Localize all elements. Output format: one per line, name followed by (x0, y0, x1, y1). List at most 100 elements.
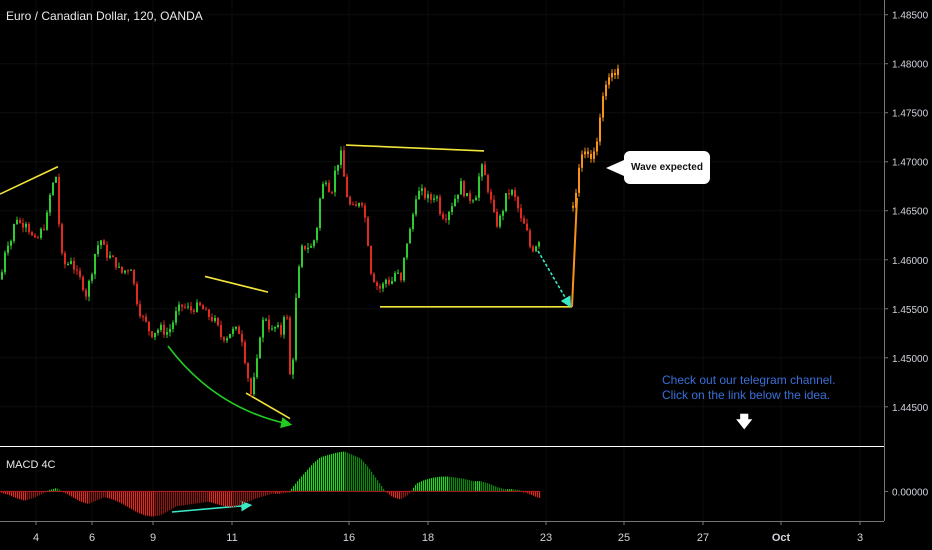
macd-bar (277, 491, 279, 494)
macd-bar (509, 489, 511, 492)
macd-bar (75, 491, 77, 499)
price-axis[interactable]: 1.48500 1.48000 1.47500 1.47000 1.46500 1.460… (884, 11, 929, 414)
candle-body (103, 240, 105, 245)
candle-body (130, 269, 132, 271)
macd-bar (419, 482, 421, 492)
macd-bar (255, 491, 257, 499)
macd-bar (13, 491, 15, 497)
candle-body (442, 213, 444, 219)
time-axis[interactable]: 4 6 9 11 16 18 23 25 27 Oct 3 (33, 521, 863, 544)
candle-body (40, 228, 42, 238)
candle-body (403, 257, 405, 281)
macd-bar (163, 491, 165, 514)
macd-bar (5, 491, 7, 494)
candle-body (28, 223, 30, 233)
candle-body (538, 242, 540, 247)
curved-arrow[interactable] (167, 345, 293, 429)
candle-body (325, 182, 327, 185)
macd-divergence-arrow[interactable] (171, 500, 253, 513)
macd-bar (413, 487, 415, 492)
candle-body (376, 282, 378, 287)
time-tick-label: 23 (540, 532, 552, 544)
projection-body (605, 84, 607, 97)
candle-body (67, 263, 69, 265)
macd-bar (107, 491, 109, 498)
note-line-1: Check out our telegram channel. (662, 373, 836, 387)
candle-body (187, 306, 189, 308)
candle-body (379, 286, 381, 289)
macd-bar (227, 491, 229, 507)
trendline[interactable] (0, 165, 59, 195)
macd-bar (291, 488, 293, 492)
macd-bar (151, 491, 153, 517)
candle-body (313, 240, 315, 247)
time-tick-label: 4 (33, 532, 39, 544)
macd-bar (469, 480, 471, 492)
candle-body (409, 228, 411, 244)
macd-bar (441, 476, 443, 492)
trendline[interactable] (345, 144, 485, 152)
macd-bar (175, 491, 177, 507)
candle-body (250, 378, 252, 395)
macd-bar (103, 491, 105, 498)
trendline[interactable] (204, 275, 269, 293)
candle-body (61, 224, 63, 254)
price-arrow[interactable] (537, 250, 572, 308)
candle-body (205, 309, 207, 311)
projection-body (593, 151, 595, 159)
macd-bar (261, 491, 263, 497)
macd-bar (429, 478, 431, 492)
macd-bar (427, 479, 429, 492)
macd-tick-label: 0.00000 (892, 487, 929, 498)
macd-bar (333, 453, 335, 492)
macd-bar (345, 451, 347, 492)
candle-body (106, 244, 108, 258)
macd-bar (113, 491, 115, 500)
callout-pointer (606, 160, 624, 176)
macd-bar (43, 491, 45, 494)
macd-bar (351, 454, 353, 492)
candle-body (82, 276, 84, 291)
candle-body (175, 311, 177, 323)
macd-bar (259, 491, 261, 498)
candle-body (172, 322, 174, 329)
macd-bar (503, 488, 505, 492)
candle-body (253, 377, 255, 395)
candle-body (259, 337, 261, 359)
candle-body (361, 202, 363, 206)
macd-bar (447, 476, 449, 492)
macd-bar (463, 478, 465, 492)
candle-body (460, 181, 462, 195)
candle-body (226, 338, 228, 341)
macd-bar (381, 486, 383, 492)
trendline[interactable] (245, 392, 291, 420)
macd-bar (383, 488, 385, 492)
macd-bar (93, 491, 95, 502)
macd-bar (183, 491, 185, 506)
macd-bar (401, 491, 403, 499)
candle-body (523, 218, 525, 224)
projection-rise-line[interactable] (571, 197, 578, 307)
candle-body (382, 283, 384, 289)
macd-bar (489, 483, 491, 492)
macd-bar (91, 491, 93, 503)
macd-bar (281, 491, 283, 494)
macd-bar (325, 455, 327, 492)
macd-bar (21, 491, 23, 500)
candle-body (262, 319, 264, 338)
projection-body (590, 153, 592, 159)
macd-bar (25, 491, 27, 501)
macd-bar (39, 491, 41, 496)
candle-body (208, 309, 210, 318)
candle-body (19, 219, 21, 223)
time-tick-label: 18 (422, 532, 434, 544)
macd-bar (327, 455, 329, 492)
macd-bar (295, 483, 297, 492)
macd-axis[interactable]: 0.00000 (884, 487, 929, 498)
callout-wave-expected[interactable]: Wave expected (624, 151, 710, 184)
time-tick-label: Oct (772, 532, 791, 544)
macd-bar (19, 491, 21, 500)
candle-body (91, 274, 93, 281)
macd-bar (191, 491, 193, 505)
